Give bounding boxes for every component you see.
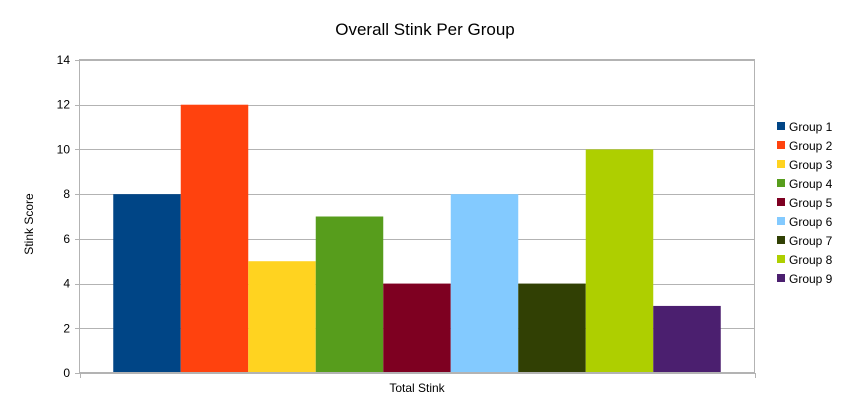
y-tick-labels: 0 2 4 6 8 10 12 14 <box>57 53 71 380</box>
y-tick-label: 14 <box>57 53 71 67</box>
y-tick-label: 6 <box>63 232 70 246</box>
legend-swatch <box>777 274 785 282</box>
y-tick-label: 12 <box>57 98 71 112</box>
bar-group-8 <box>585 149 654 373</box>
legend-label: Group 3 <box>789 158 833 172</box>
y-tick-label: 2 <box>63 321 70 335</box>
bar-group-1 <box>113 194 181 373</box>
chart-title: Overall Stink Per Group <box>335 20 515 39</box>
x-axis-label: Total Stink <box>389 381 445 395</box>
y-tick-label: 0 <box>63 366 70 380</box>
legend-swatch <box>777 141 785 149</box>
bar-group-6 <box>450 194 519 373</box>
legend-swatch <box>777 217 785 225</box>
bar-group-7 <box>518 283 586 373</box>
legend-label: Group 7 <box>789 234 833 248</box>
y-tick-label: 8 <box>63 187 70 201</box>
legend-label: Group 9 <box>789 272 833 286</box>
legend-label: Group 2 <box>789 139 833 153</box>
bar-group-3 <box>248 261 316 373</box>
legend-label: Group 4 <box>789 177 833 191</box>
legend-swatch <box>777 122 785 130</box>
plot-frame <box>79 59 755 373</box>
legend-swatch <box>777 179 785 187</box>
bar-group-9 <box>653 305 721 373</box>
y-axis-label: Stink Score <box>22 193 36 255</box>
legend-swatch <box>777 198 785 206</box>
legend-label: Group 6 <box>789 215 833 229</box>
legend-swatch <box>777 160 785 168</box>
bar-group-4 <box>315 216 384 373</box>
y-tick-label: 4 <box>63 277 70 291</box>
legend-swatch <box>777 236 785 244</box>
legend-label: Group 5 <box>789 196 833 210</box>
y-tick-label: 10 <box>57 142 71 156</box>
legend: Group 1 Group 2 Group 3 Group 4 Group 5 Group… <box>777 120 833 286</box>
legend-swatch <box>777 255 785 263</box>
bar-group-2 <box>180 104 249 373</box>
bars <box>113 104 721 373</box>
legend-label: Group 1 <box>789 120 833 134</box>
bar-group-5 <box>383 283 451 373</box>
legend-label: Group 8 <box>789 253 833 267</box>
